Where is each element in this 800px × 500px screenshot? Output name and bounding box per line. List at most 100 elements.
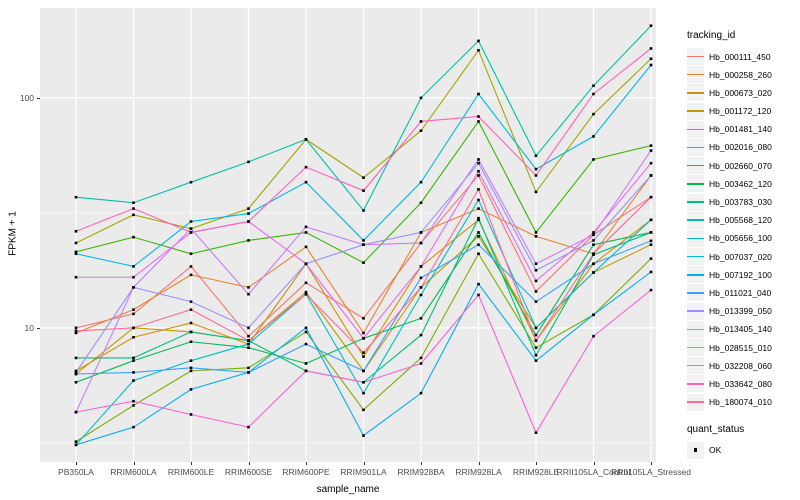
series-color-line-icon: [687, 364, 704, 367]
data-point: [189, 330, 193, 334]
x-tick-mark: [248, 462, 250, 465]
data-point: [362, 380, 365, 384]
data-point: [362, 391, 365, 395]
data-point: [74, 229, 78, 233]
data-point: [419, 129, 423, 133]
data-point: [362, 243, 365, 246]
data-point: [477, 120, 480, 123]
legend-item-label: Hb_003783_030: [709, 197, 772, 207]
series-color-line-icon: [687, 346, 704, 349]
y-tick-label: 10: [24, 322, 34, 333]
legend-key-box: [687, 102, 704, 120]
gridlines: [40, 8, 656, 462]
legend-item-label: Hb_180074_010: [709, 397, 772, 408]
data-point: [189, 273, 193, 277]
legend-title-quant-status: quant_status: [687, 423, 745, 435]
x-tick-label: RRIM600SE: [224, 467, 273, 477]
data-point: [362, 408, 365, 412]
line-chart: [40, 8, 656, 462]
data-point: [304, 231, 308, 234]
data-point: [649, 243, 653, 246]
series-color-line-icon: [687, 310, 704, 312]
x-tick-mark: [363, 462, 365, 465]
x-tick-mark: [593, 462, 595, 465]
data-point: [649, 270, 653, 274]
data-point: [189, 340, 193, 344]
x-tick-label: RRIM600LA: [110, 467, 157, 477]
data-point: [189, 413, 193, 416]
data-point: [592, 334, 595, 338]
data-point: [592, 271, 595, 274]
data-point: [477, 231, 480, 234]
data-point: [534, 262, 538, 266]
legend-item-Hb_001481_140: Hb_001481_140: [687, 120, 799, 138]
data-point: [649, 239, 653, 243]
x-tick-mark: [536, 462, 537, 465]
data-point: [477, 235, 480, 238]
data-point: [189, 359, 193, 362]
legend-item-Hb_005568_120: Hb_005568_120: [687, 211, 799, 229]
legend-item-label: Hb_028515_010: [709, 342, 772, 353]
data-point: [74, 241, 78, 245]
data-point: [419, 362, 423, 365]
legend-item-label: Hb_002660_070: [709, 160, 772, 171]
data-point: [477, 293, 480, 297]
legend-item-label: OK: [709, 445, 722, 456]
data-point: [419, 96, 423, 100]
data-point: [592, 112, 595, 116]
legend-item-label: Hb_005656_100: [709, 233, 772, 244]
data-point: [362, 317, 365, 320]
data-point: [304, 180, 308, 184]
legend-key-box: [687, 193, 704, 211]
legend-key-box: [687, 339, 704, 356]
data-point: [362, 261, 365, 265]
data-point: [649, 24, 653, 28]
data-point: [189, 321, 193, 325]
data-point: [592, 262, 595, 266]
legend-item-label: Hb_007192_100: [709, 269, 772, 280]
y-tick-label: 100: [19, 92, 34, 103]
data-point: [247, 334, 250, 338]
legend-item-label: Hb_005568_120: [709, 215, 772, 226]
data-point: [74, 380, 78, 384]
legend-item-Hb_007037_020: Hb_007037_020: [687, 248, 799, 266]
legend-item-Hb_011021_040: Hb_011021_040: [687, 284, 799, 302]
legend-item-Hb_000111_450: Hb_000111_450: [687, 48, 799, 65]
series-color-line-icon: [687, 73, 704, 76]
data-point: [189, 231, 193, 234]
legend-key-box: [687, 441, 704, 459]
data-point: [477, 188, 480, 191]
legend-item-label: Hb_000258_260: [709, 69, 772, 80]
data-point: [189, 300, 193, 303]
data-point: [132, 312, 135, 316]
data-point: [74, 326, 78, 330]
data-point: [247, 239, 250, 242]
legend-item-label: Hb_002016_080: [709, 142, 772, 153]
legend-item-label: Hb_007037_020: [709, 251, 772, 262]
legend-key-box: [687, 120, 704, 138]
series-color-line-icon: [687, 55, 704, 58]
data-point: [74, 356, 78, 360]
data-point: [649, 47, 653, 50]
series-color-line-icon: [687, 255, 704, 258]
series-color-line-icon: [687, 183, 704, 185]
legend-item-label: Hb_001172_120: [709, 106, 772, 117]
x-tick-label: RRIM600LE: [167, 467, 215, 477]
legend-item-label: Hb_011021_040: [709, 287, 772, 298]
legend-items-tracking-id: Hb_000111_450 Hb_000258_260 Hb_000673_020 H…: [687, 48, 799, 411]
legend-item-label: Hb_033642_080: [709, 378, 772, 389]
data-point: [362, 209, 365, 212]
legend-key-box: [687, 48, 704, 65]
legend-key-box: [687, 248, 704, 266]
legend: tracking_id Hb_000111_450 Hb_000258_260 Hb…: [687, 30, 799, 460]
data-point: [132, 265, 135, 268]
data-point: [74, 331, 78, 335]
data-point: [477, 158, 480, 161]
data-point: [419, 276, 423, 280]
data-point: [304, 362, 308, 365]
data-point: [247, 342, 250, 346]
x-tick-label: PB350LA: [58, 467, 94, 477]
data-point: [74, 195, 78, 199]
data-point: [247, 292, 250, 296]
data-point: [534, 231, 538, 234]
